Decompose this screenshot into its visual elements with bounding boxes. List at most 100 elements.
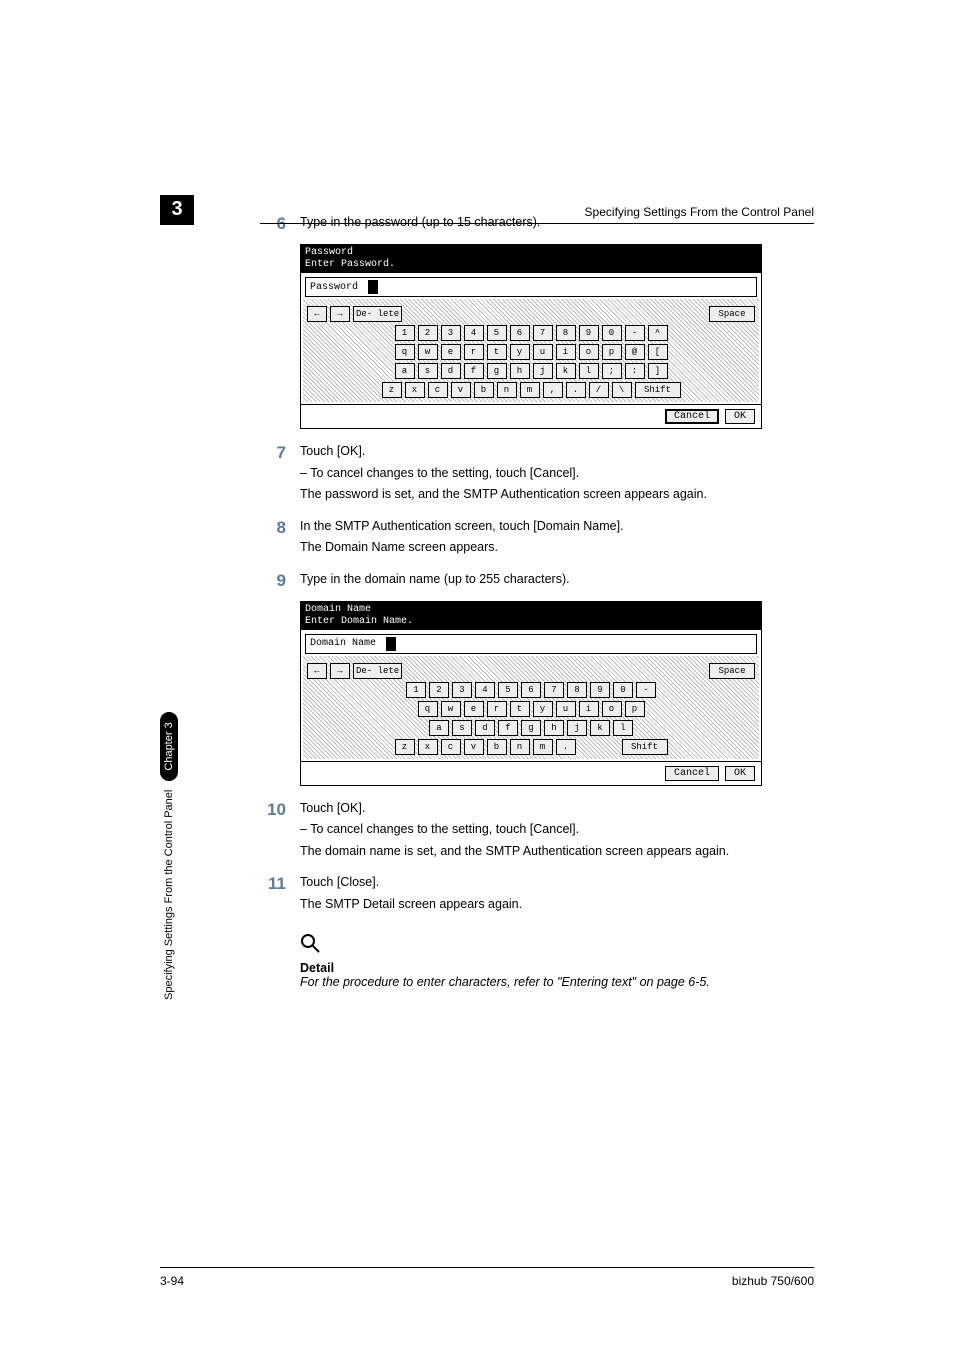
key-n[interactable]: n xyxy=(497,382,517,398)
dkey-i[interactable]: i xyxy=(579,701,599,717)
dkey-2[interactable]: 2 xyxy=(429,682,449,698)
dkey-f[interactable]: f xyxy=(498,720,518,736)
dkey-7[interactable]: 7 xyxy=(544,682,564,698)
key-6[interactable]: 6 xyxy=(510,325,530,341)
key-right[interactable]: → xyxy=(330,306,350,322)
dkey-4[interactable]: 4 xyxy=(475,682,495,698)
key-e[interactable]: e xyxy=(441,344,461,360)
key-u[interactable]: u xyxy=(533,344,553,360)
key-b[interactable]: b xyxy=(474,382,494,398)
dkey-k[interactable]: k xyxy=(590,720,610,736)
key-f[interactable]: f xyxy=(464,363,484,379)
key-5[interactable]: 5 xyxy=(487,325,507,341)
key-t[interactable]: t xyxy=(487,344,507,360)
key-rbracket[interactable]: ] xyxy=(648,363,668,379)
key-caret[interactable]: ^ xyxy=(648,325,668,341)
key-v[interactable]: v xyxy=(451,382,471,398)
key-g[interactable]: g xyxy=(487,363,507,379)
dkey-shift[interactable]: Shift xyxy=(622,739,668,755)
dkey-c[interactable]: c xyxy=(441,739,461,755)
key-2[interactable]: 2 xyxy=(418,325,438,341)
key-left[interactable]: ← xyxy=(307,306,327,322)
dkey-j[interactable]: j xyxy=(567,720,587,736)
dkey-m[interactable]: m xyxy=(533,739,553,755)
key-i[interactable]: i xyxy=(556,344,576,360)
key-7[interactable]: 7 xyxy=(533,325,553,341)
dkey-p[interactable]: p xyxy=(625,701,645,717)
key-r[interactable]: r xyxy=(464,344,484,360)
dkey-9[interactable]: 9 xyxy=(590,682,610,698)
key-delete[interactable]: De- lete xyxy=(353,306,402,322)
password-ok-button[interactable]: OK xyxy=(725,409,755,424)
password-input[interactable] xyxy=(368,280,752,294)
key-w[interactable]: w xyxy=(418,344,438,360)
password-cancel-button[interactable]: Cancel xyxy=(665,409,719,424)
key-j[interactable]: j xyxy=(533,363,553,379)
dkey-1[interactable]: 1 xyxy=(406,682,426,698)
key-slash[interactable]: / xyxy=(589,382,609,398)
dkey-d[interactable]: d xyxy=(475,720,495,736)
key-c[interactable]: c xyxy=(428,382,448,398)
dkey-h[interactable]: h xyxy=(544,720,564,736)
dkey-5[interactable]: 5 xyxy=(498,682,518,698)
dkey-left[interactable]: ← xyxy=(307,663,327,679)
dkey-o[interactable]: o xyxy=(602,701,622,717)
dkey-n[interactable]: n xyxy=(510,739,530,755)
key-k[interactable]: k xyxy=(556,363,576,379)
dkey-g[interactable]: g xyxy=(521,720,541,736)
key-a[interactable]: a xyxy=(395,363,415,379)
dkey-t[interactable]: t xyxy=(510,701,530,717)
key-p[interactable]: p xyxy=(602,344,622,360)
dkey-6[interactable]: 6 xyxy=(521,682,541,698)
key-3[interactable]: 3 xyxy=(441,325,461,341)
dkey-q[interactable]: q xyxy=(418,701,438,717)
dkey-s[interactable]: s xyxy=(452,720,472,736)
dkey-right[interactable]: → xyxy=(330,663,350,679)
key-dash[interactable]: - xyxy=(625,325,645,341)
domain-cancel-button[interactable]: Cancel xyxy=(665,766,719,781)
key-space[interactable]: Space xyxy=(709,306,755,322)
key-q[interactable]: q xyxy=(395,344,415,360)
dkey-v[interactable]: v xyxy=(464,739,484,755)
dkey-3[interactable]: 3 xyxy=(452,682,472,698)
dkey-e[interactable]: e xyxy=(464,701,484,717)
dkey-r[interactable]: r xyxy=(487,701,507,717)
dkey-space[interactable]: Space xyxy=(709,663,755,679)
key-shift[interactable]: Shift xyxy=(635,382,681,398)
dkey-8[interactable]: 8 xyxy=(567,682,587,698)
key-8[interactable]: 8 xyxy=(556,325,576,341)
key-h[interactable]: h xyxy=(510,363,530,379)
key-o[interactable]: o xyxy=(579,344,599,360)
key-semicolon[interactable]: ; xyxy=(602,363,622,379)
key-x[interactable]: x xyxy=(405,382,425,398)
dkey-z[interactable]: z xyxy=(395,739,415,755)
key-9[interactable]: 9 xyxy=(579,325,599,341)
key-d[interactable]: d xyxy=(441,363,461,379)
dkey-dash[interactable]: - xyxy=(636,682,656,698)
key-1[interactable]: 1 xyxy=(395,325,415,341)
key-lbracket[interactable]: [ xyxy=(648,344,668,360)
dkey-delete[interactable]: De- lete xyxy=(353,663,402,679)
dkey-y[interactable]: y xyxy=(533,701,553,717)
key-colon[interactable]: : xyxy=(625,363,645,379)
key-s[interactable]: s xyxy=(418,363,438,379)
dkey-a[interactable]: a xyxy=(429,720,449,736)
key-backslash[interactable]: \ xyxy=(612,382,632,398)
key-y[interactable]: y xyxy=(510,344,530,360)
dkey-x[interactable]: x xyxy=(418,739,438,755)
domain-ok-button[interactable]: OK xyxy=(725,766,755,781)
dkey-u[interactable]: u xyxy=(556,701,576,717)
dkey-0[interactable]: 0 xyxy=(613,682,633,698)
key-comma[interactable]: , xyxy=(543,382,563,398)
key-z[interactable]: z xyxy=(382,382,402,398)
dkey-b[interactable]: b xyxy=(487,739,507,755)
key-l[interactable]: l xyxy=(579,363,599,379)
key-0[interactable]: 0 xyxy=(602,325,622,341)
dkey-l[interactable]: l xyxy=(613,720,633,736)
dkey-w[interactable]: w xyxy=(441,701,461,717)
dkey-period[interactable]: . xyxy=(556,739,576,755)
key-4[interactable]: 4 xyxy=(464,325,484,341)
domain-input[interactable] xyxy=(386,637,752,651)
key-period[interactable]: . xyxy=(566,382,586,398)
key-m[interactable]: m xyxy=(520,382,540,398)
